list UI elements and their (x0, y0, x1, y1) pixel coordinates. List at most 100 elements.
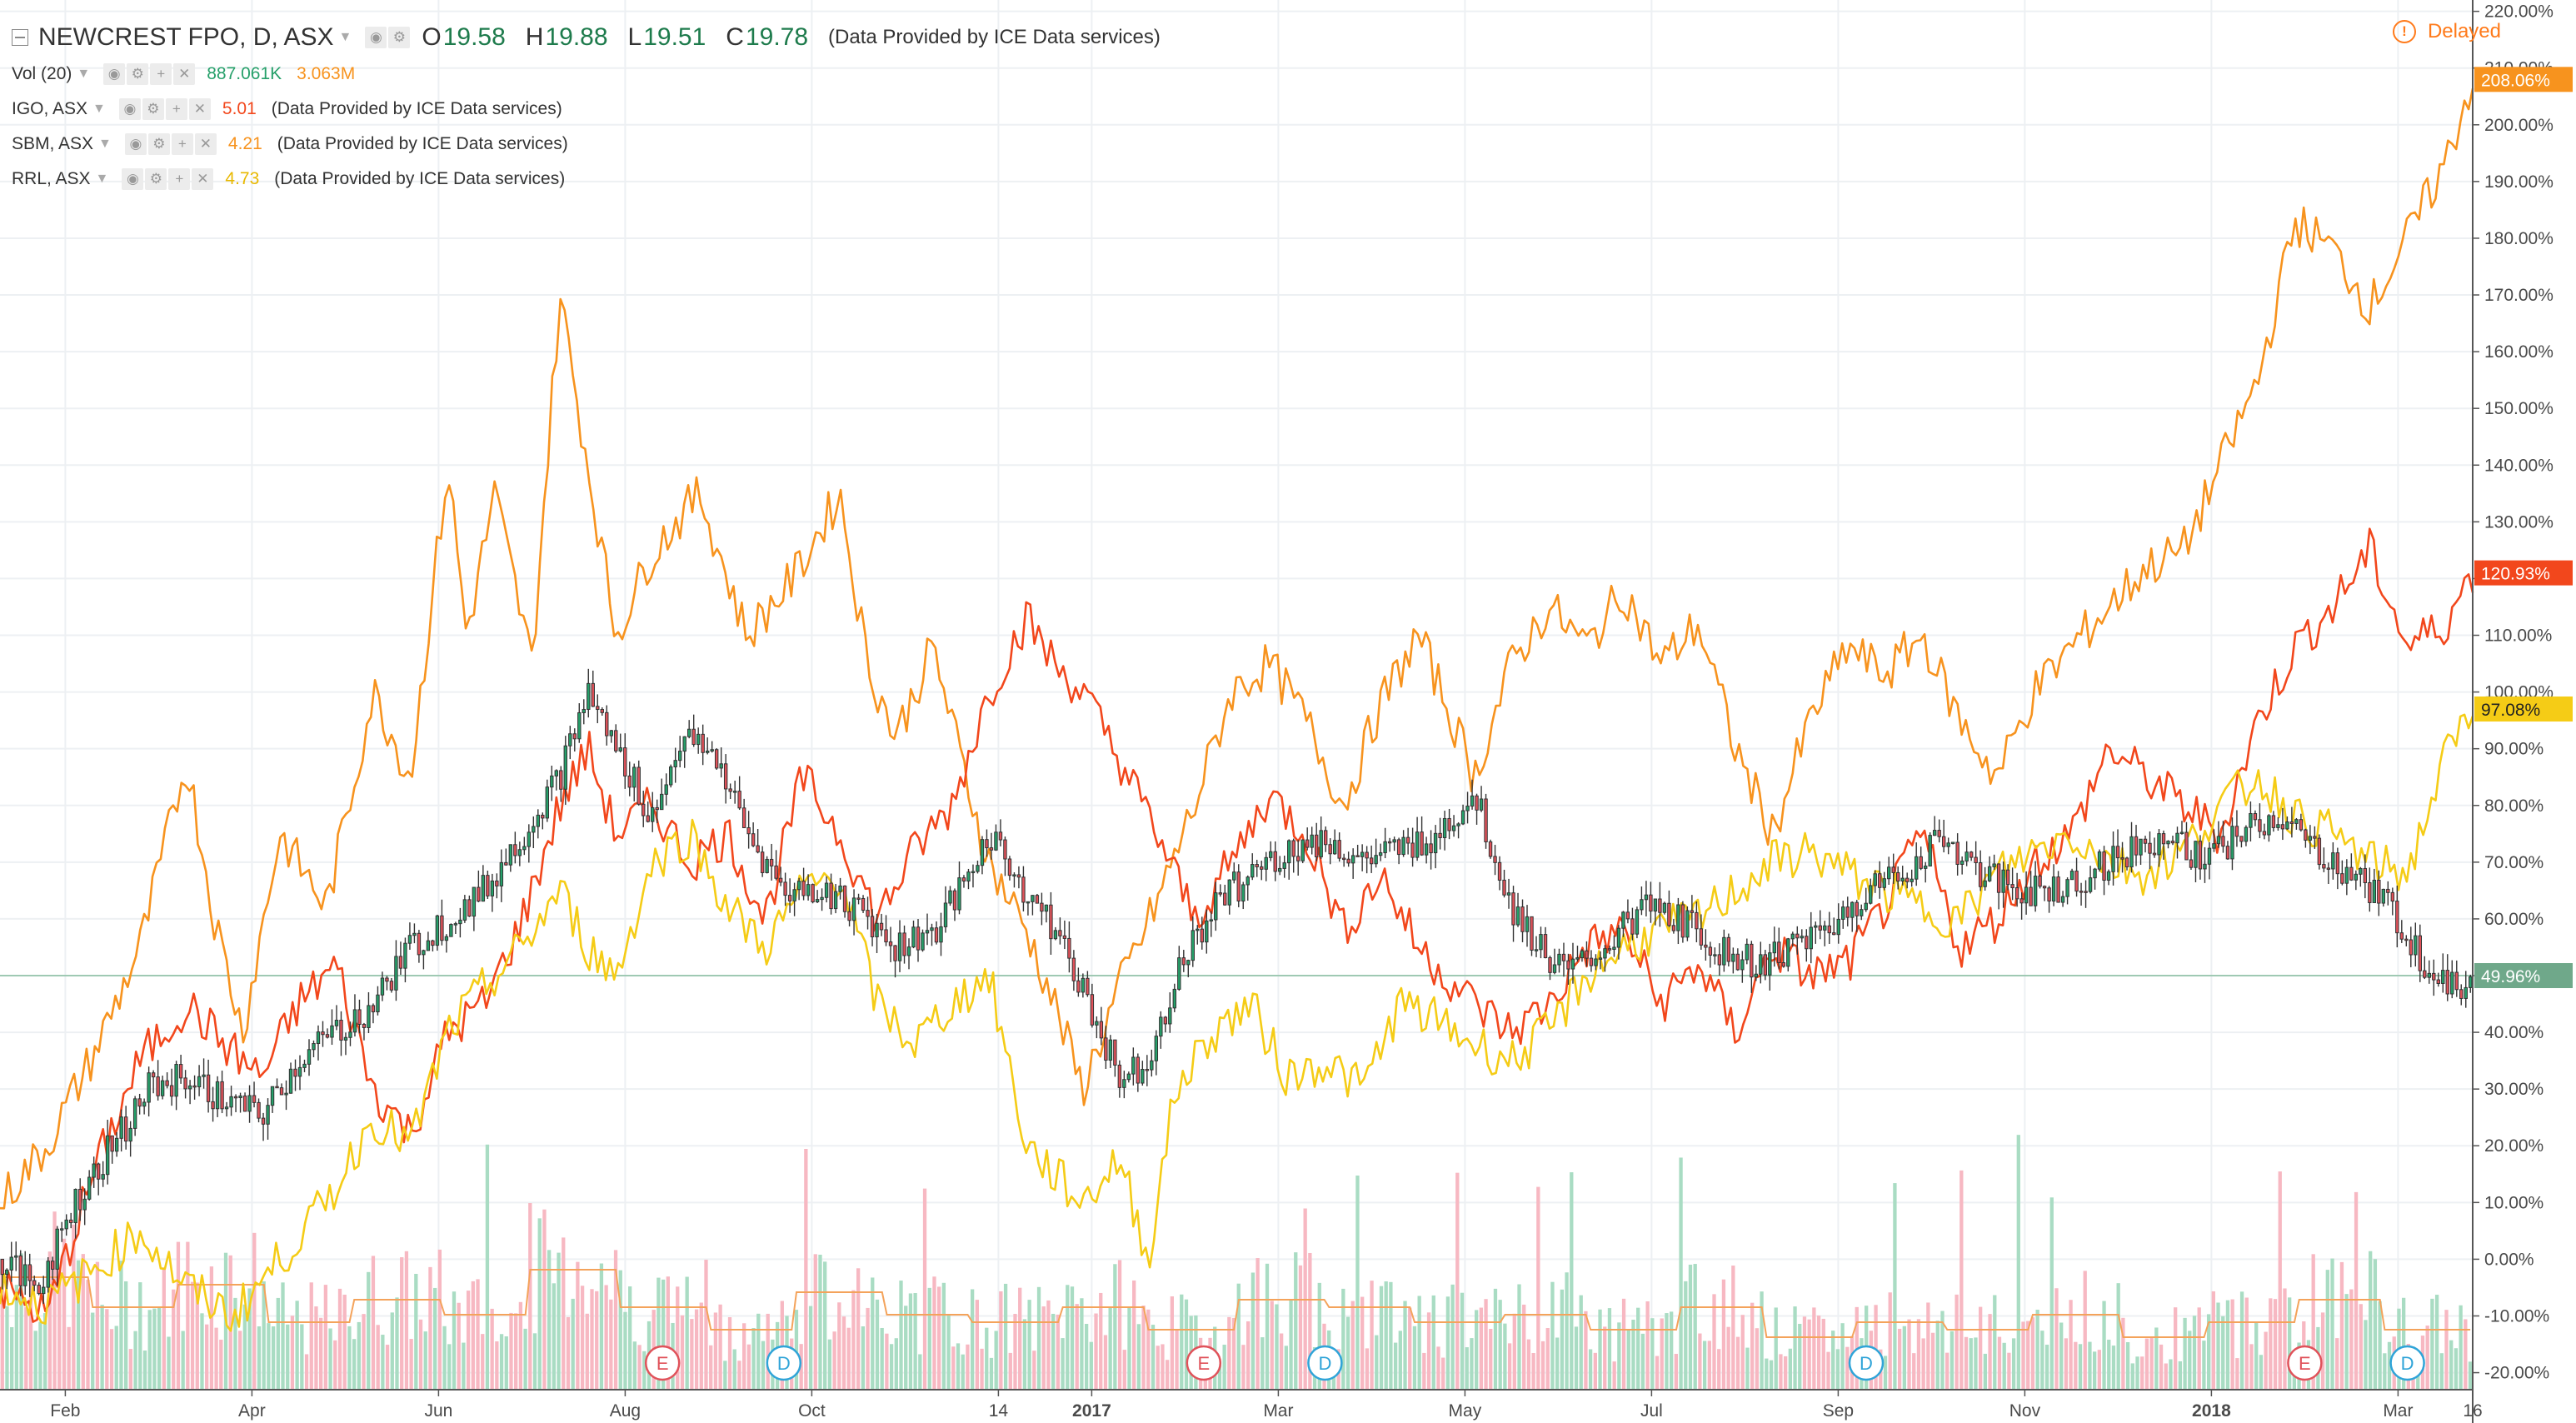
volume-bar (2154, 1327, 2159, 1390)
candle-body (2111, 846, 2115, 872)
dividend-marker-icon[interactable] (766, 1345, 802, 1381)
candle-body (948, 890, 952, 904)
close-icon[interactable]: ✕ (188, 98, 211, 120)
dividend-marker-icon[interactable] (2389, 1345, 2425, 1381)
delayed-badge[interactable]: ! Delayed (2392, 20, 2501, 43)
dividend-marker-label: D (1860, 1353, 1873, 1374)
plus-icon[interactable]: + (150, 63, 172, 85)
volume-bar (362, 1314, 366, 1390)
symbol-title[interactable]: NEWCREST FPO, D, ASX (38, 23, 334, 51)
candle-body (1387, 841, 1392, 844)
candle-body (2033, 876, 2038, 906)
candle-body (490, 880, 495, 896)
chart-legend: NEWCREST FPO, D, ASX ▼ ◉ ⚙ O19.58 H19.88… (12, 18, 1161, 197)
plus-icon[interactable]: + (165, 98, 187, 120)
candle-body (655, 806, 659, 811)
last-value-label: 208.06% (2481, 71, 2550, 90)
time-axis[interactable]: Feb Apr Jun Aug Oct 14 2017 Mar May Jul Sep Nov 2018… (0, 1389, 2483, 1421)
gear-icon[interactable]: ⚙ (147, 133, 170, 155)
volume-bar (1769, 1360, 1774, 1390)
volume-bar (2449, 1340, 2454, 1390)
plus-icon[interactable]: + (168, 168, 191, 190)
volume-bar (727, 1316, 732, 1390)
candle-body (1704, 944, 1708, 948)
volume-bar (1783, 1356, 1788, 1390)
compare-symbol[interactable]: SBM, ASX (12, 134, 94, 153)
volume-label[interactable]: Vol (20) (12, 64, 72, 83)
volume-bar (1560, 1289, 1565, 1390)
volume-value: 887.061K (207, 64, 282, 83)
plus-icon[interactable]: + (171, 133, 193, 155)
compare-symbol[interactable]: IGO, ASX (12, 99, 88, 118)
earnings-marker-icon[interactable] (2287, 1345, 2323, 1381)
volume-bar (233, 1297, 237, 1390)
y-tick-label: 160.00% (2484, 342, 2554, 362)
caret-down-icon[interactable]: ▼ (77, 67, 91, 81)
candle-body (1113, 1039, 1117, 1066)
close-icon[interactable]: ✕ (194, 133, 217, 155)
candle-body (1946, 842, 1950, 847)
gear-icon[interactable]: ⚙ (142, 98, 164, 120)
candle-body (2189, 859, 2194, 868)
volume-bar (1075, 1304, 1079, 1390)
volume-bar (1470, 1338, 1474, 1390)
eye-icon[interactable]: ◉ (122, 168, 144, 190)
close-icon[interactable]: ✕ (173, 63, 196, 85)
volume-bar (927, 1287, 931, 1390)
eye-icon[interactable]: ◉ (365, 27, 387, 48)
caret-down-icon[interactable]: ▼ (98, 137, 112, 151)
caret-down-icon[interactable]: ▼ (92, 102, 106, 116)
close-icon[interactable]: ✕ (192, 168, 214, 190)
candle-body (1264, 856, 1268, 870)
volume-bar (176, 1241, 181, 1390)
gear-icon[interactable]: ⚙ (127, 63, 149, 85)
price-axis[interactable]: 220.00%210.00%200.00%190.00%180.00%170.0… (2472, 0, 2573, 1423)
candle-body (142, 1101, 147, 1107)
volume-bar (1498, 1300, 1502, 1390)
volume-bar (1360, 1296, 1365, 1390)
collapse-icon[interactable] (12, 29, 28, 46)
candle-body (1031, 895, 1035, 902)
volume-bar (1798, 1323, 1802, 1390)
volume-bar (1341, 1288, 1345, 1390)
series-buttons: ◉ ⚙ (365, 27, 411, 48)
volume-bar (1345, 1316, 1350, 1390)
candle-body (1695, 911, 1699, 930)
candle-body (458, 919, 462, 925)
candle-body (2436, 979, 2440, 984)
candle-body (879, 922, 884, 931)
data-source-label: (Data Provided by ICE Data services) (274, 169, 566, 188)
volume-bar (1070, 1286, 1075, 1390)
compare-symbol[interactable]: RRL, ASX (12, 169, 91, 188)
earnings-marker-icon[interactable] (644, 1345, 681, 1381)
volume-bar (1821, 1318, 1825, 1390)
candle-body (1987, 866, 1992, 881)
volume-bar (357, 1321, 361, 1390)
candle-body (1282, 862, 1286, 869)
eye-icon[interactable]: ◉ (118, 98, 141, 120)
earnings-marker-icon[interactable] (1186, 1345, 1222, 1381)
volume-bar (1935, 1321, 1939, 1390)
candle-body (1644, 894, 1649, 901)
candle-body (2445, 970, 2449, 995)
gear-icon[interactable]: ⚙ (145, 168, 167, 190)
eye-icon[interactable]: ◉ (103, 63, 126, 85)
candle-body (1511, 892, 1515, 926)
gear-icon[interactable]: ⚙ (388, 27, 411, 48)
volume-bar (2059, 1322, 2064, 1390)
candle-body (596, 706, 600, 711)
volume-bar (247, 1288, 252, 1390)
candle-body (1548, 957, 1552, 973)
candle-body (380, 977, 385, 996)
volume-bar (737, 1361, 741, 1390)
caret-down-icon[interactable]: ▼ (338, 30, 352, 44)
volume-bar (0, 1274, 4, 1390)
caret-down-icon[interactable]: ▼ (95, 172, 109, 186)
eye-icon[interactable]: ◉ (124, 133, 147, 155)
dividend-marker-icon[interactable] (1307, 1345, 1343, 1381)
y-tick-label: 10.00% (2484, 1193, 2544, 1212)
dividend-marker-icon[interactable] (1848, 1345, 1885, 1381)
candle-body (980, 839, 985, 866)
volume-bar (471, 1281, 475, 1390)
